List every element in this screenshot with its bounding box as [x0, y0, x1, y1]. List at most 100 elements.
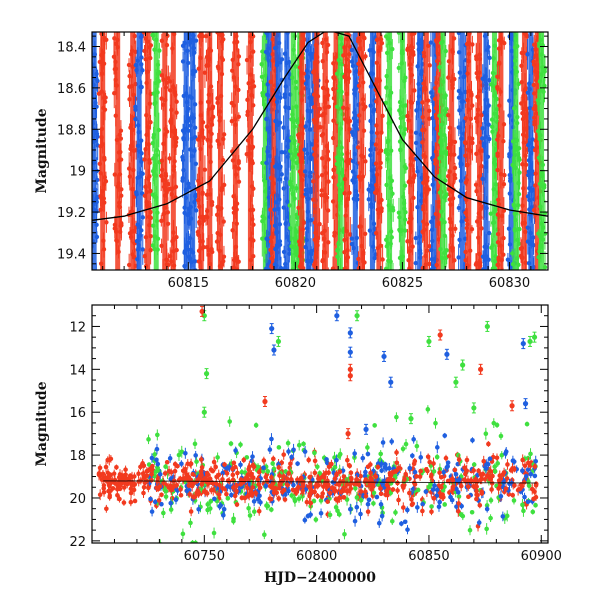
- streak-body: [247, 32, 253, 270]
- streak-1-35: [383, 32, 396, 270]
- streak-0-4: [133, 32, 146, 270]
- data-point: [271, 456, 276, 462]
- data-point: [480, 136, 485, 141]
- data-point: [186, 185, 192, 190]
- streak-body: [476, 32, 482, 270]
- data-point: [372, 190, 378, 195]
- data-point: [167, 156, 172, 161]
- streak-1-42: [437, 32, 449, 270]
- data-point: [256, 508, 262, 514]
- data-point: [336, 270, 340, 274]
- data-point: [307, 271, 311, 275]
- streak-body: [271, 32, 277, 270]
- data-point: [308, 218, 314, 223]
- data-point: [180, 154, 185, 160]
- streak-2-2: [111, 32, 124, 270]
- streak-body: [344, 32, 350, 270]
- streak-2-15: [244, 32, 257, 270]
- top-frame: [91, 31, 549, 271]
- streak-body: [521, 32, 527, 270]
- data-point: [348, 470, 354, 476]
- top-plot-area: [92, 32, 548, 276]
- streak-body: [387, 32, 393, 270]
- data-point: [97, 492, 103, 498]
- streak-1-55: [535, 32, 548, 270]
- streak-body: [100, 32, 106, 270]
- streak-2-39: [420, 32, 432, 270]
- data-point: [358, 473, 363, 479]
- data-point: [161, 272, 165, 276]
- data-point: [456, 255, 461, 260]
- streak-body: [369, 32, 375, 270]
- streak-1-36: [396, 32, 409, 270]
- streak-2-32: [355, 32, 368, 270]
- streak-body: [459, 32, 465, 270]
- streak-body: [337, 32, 343, 270]
- data-point: [306, 457, 312, 463]
- data-point: [440, 492, 445, 497]
- bottom-panel: 60750 60800 60850 60900121416182022Magnitud…: [34, 304, 562, 586]
- streak-body: [483, 32, 489, 270]
- data-point: [308, 189, 314, 195]
- x-tick-label: 60815: [168, 276, 209, 291]
- data-point: [507, 270, 511, 274]
- streak-2-26: [311, 32, 323, 270]
- streak-body: [417, 32, 423, 270]
- streak-body: [509, 32, 515, 270]
- data-point: [302, 147, 307, 152]
- streak-2-8: [167, 32, 179, 270]
- data-point: [333, 272, 337, 276]
- data-point: [461, 271, 465, 275]
- streak-body: [528, 32, 534, 270]
- streak-body: [314, 32, 320, 270]
- y-tick-label: 18.8: [57, 123, 86, 138]
- streak-body: [145, 32, 151, 270]
- data-point: [221, 182, 227, 188]
- data-point: [140, 247, 145, 252]
- data-point: [494, 455, 500, 461]
- data-point: [133, 104, 138, 110]
- data-point: [140, 215, 146, 220]
- streak-body: [198, 32, 204, 270]
- streak-2-52: [518, 32, 531, 270]
- streak-2-27: [319, 32, 332, 270]
- streak-body: [284, 32, 290, 270]
- x-tick-label: 60825: [382, 276, 423, 291]
- y-tick-label: 19.2: [57, 206, 86, 221]
- streak-body: [513, 32, 519, 270]
- streak-0-24: [302, 32, 314, 275]
- y-tick-label: 18.6: [57, 82, 86, 97]
- data-point: [427, 243, 432, 249]
- data-point: [413, 260, 419, 266]
- streak-body: [130, 32, 136, 270]
- data-point: [288, 461, 293, 467]
- data-point: [104, 506, 109, 512]
- streak-2-43: [446, 32, 458, 270]
- streak-body: [436, 32, 442, 270]
- streak-0-0: [92, 32, 101, 270]
- streak-2-49: [495, 32, 507, 270]
- streak-body: [491, 32, 497, 270]
- streak-body: [115, 32, 121, 270]
- streak-2-46: [473, 32, 486, 270]
- streak-0-19: [272, 32, 285, 270]
- streak-body: [534, 32, 540, 270]
- x-tick-label: 60830: [489, 276, 530, 291]
- data-point: [211, 459, 217, 465]
- data-point: [366, 197, 372, 202]
- streak-body: [190, 32, 196, 270]
- streak-body: [267, 32, 273, 270]
- data-point: [128, 499, 134, 505]
- streak-2-13: [214, 32, 227, 270]
- streak-1-51: [510, 32, 522, 270]
- data-point: [432, 85, 438, 91]
- streak-body: [170, 32, 176, 270]
- streak-2-45: [462, 32, 475, 270]
- data-point: [482, 477, 488, 482]
- streak-body: [359, 32, 365, 270]
- data-point: [383, 150, 389, 155]
- streak-body: [162, 32, 168, 270]
- data-point: [505, 257, 511, 262]
- data-point: [340, 272, 344, 276]
